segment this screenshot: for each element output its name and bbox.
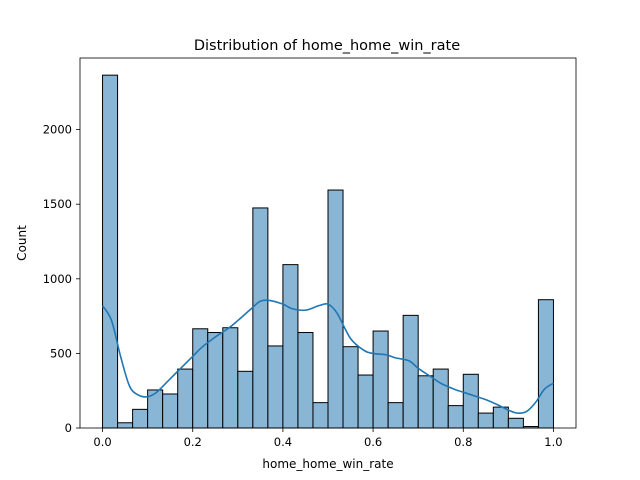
chart-title: Distribution of home_home_win_rate — [194, 38, 460, 54]
histogram-bar — [402, 314, 419, 429]
histogram-bar — [177, 368, 194, 429]
histogram-bar — [267, 345, 284, 429]
histogram-bar — [222, 327, 239, 429]
histogram-bar — [102, 74, 119, 429]
histogram-bar — [492, 406, 509, 429]
histogram-bar — [327, 189, 344, 429]
kde-line — [101, 299, 554, 414]
histogram-bar — [117, 422, 134, 429]
x-tick-label: 0.4 — [274, 435, 292, 449]
histogram-bar — [387, 402, 404, 429]
histogram-bar — [252, 207, 269, 429]
x-tick-label: 0.6 — [364, 435, 382, 449]
y-tick-label: 0 — [65, 421, 72, 435]
x-tick-label: 0.8 — [454, 435, 472, 449]
plot-frame — [79, 57, 577, 429]
histogram-bars — [102, 74, 554, 429]
histogram-bar — [462, 373, 479, 429]
histogram-bar — [342, 346, 359, 429]
histogram-bar — [447, 405, 464, 429]
x-tick-label: 0.2 — [184, 435, 202, 449]
y-tick-label: 1500 — [43, 197, 72, 211]
histogram-bar — [132, 408, 149, 429]
x-tick-label: 0.0 — [93, 435, 111, 449]
histogram-bar — [297, 332, 314, 429]
y-tick-label: 2000 — [43, 123, 72, 137]
x-axis-label: home_home_win_rate — [262, 457, 393, 471]
histogram-bar — [312, 402, 329, 429]
y-axis-label: Count — [15, 225, 29, 261]
histogram-bar — [237, 370, 254, 429]
histogram-bar — [372, 330, 389, 429]
histogram-bar — [207, 332, 224, 429]
histogram-bar — [477, 412, 494, 429]
x-axis: 0.0 0.2 0.4 0.6 0.8 1.0 — [93, 428, 563, 449]
y-tick-label: 1000 — [43, 272, 72, 286]
y-tick-label: 500 — [50, 346, 72, 360]
histogram-bar — [282, 264, 299, 429]
histogram-bar — [417, 375, 434, 429]
histogram-bar — [357, 374, 374, 429]
y-axis: 0 500 1000 1500 2000 — [43, 123, 80, 435]
histogram-bar — [507, 417, 524, 429]
x-tick-label: 1.0 — [544, 435, 562, 449]
histogram-bar — [432, 368, 449, 429]
histogram-bar — [162, 393, 179, 429]
histogram-bar — [537, 299, 554, 429]
